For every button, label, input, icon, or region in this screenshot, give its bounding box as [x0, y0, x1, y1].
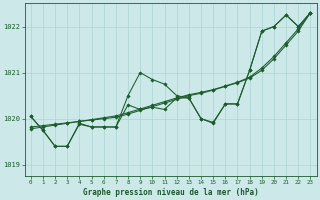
X-axis label: Graphe pression niveau de la mer (hPa): Graphe pression niveau de la mer (hPa) [83, 188, 259, 197]
